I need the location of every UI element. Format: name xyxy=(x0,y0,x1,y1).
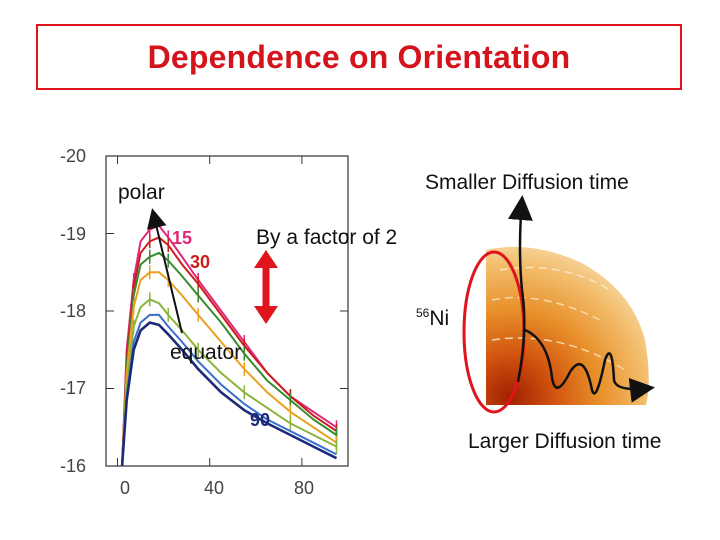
chart-frame xyxy=(105,155,349,467)
factor-arrow-head-up xyxy=(254,250,278,268)
plot-ticks xyxy=(106,155,348,467)
map-contour xyxy=(491,337,626,371)
map-contour xyxy=(499,266,611,291)
factor-arrow-head-down xyxy=(254,306,278,324)
smaller-diffusion-label: Smaller Diffusion time xyxy=(425,171,629,194)
nickel-symbol: Ni xyxy=(429,307,450,330)
nickel-map-region xyxy=(486,246,649,405)
y-tick-label: -20 xyxy=(60,146,87,166)
series-line-6 xyxy=(121,313,337,467)
series-line-3 xyxy=(121,251,338,467)
equator-label: equator xyxy=(170,341,242,364)
series-group xyxy=(120,222,338,467)
title-box: Dependence on Orientation xyxy=(36,24,682,90)
nickel-map-image xyxy=(486,246,649,405)
series-line-7 xyxy=(120,321,338,467)
y-tick-label: -19 xyxy=(60,224,87,244)
series-line-2 xyxy=(121,236,338,467)
y-tick-label: -18 xyxy=(60,301,87,321)
smaller-diffusion-arrow xyxy=(507,195,533,383)
y-tick-label: -17 xyxy=(60,378,87,398)
x-tick-label: 40 xyxy=(204,478,225,498)
factor-double-arrow xyxy=(254,250,278,324)
polar-arrow xyxy=(147,208,183,334)
larger-diffusion-arrow xyxy=(524,328,655,403)
series-label-90: 90 xyxy=(250,410,271,430)
polar-label: polar xyxy=(118,181,165,205)
x-tick-label: 80 xyxy=(294,478,315,498)
y-tick-label: -16 xyxy=(60,456,87,476)
map-contour xyxy=(491,296,601,321)
larger-diffusion-label: Larger Diffusion time xyxy=(468,430,662,453)
page-title: Dependence on Orientation xyxy=(147,38,571,75)
series-label-15: 15 xyxy=(172,228,193,248)
nickel-isotope-number: 56 xyxy=(416,306,430,320)
nickel-label: 56Ni xyxy=(416,306,449,331)
factor-label: By a factor of 2 xyxy=(256,226,398,249)
series-label-30: 30 xyxy=(190,252,211,272)
series-line-4 xyxy=(121,271,338,467)
x-tick-label: 0 xyxy=(120,478,131,498)
